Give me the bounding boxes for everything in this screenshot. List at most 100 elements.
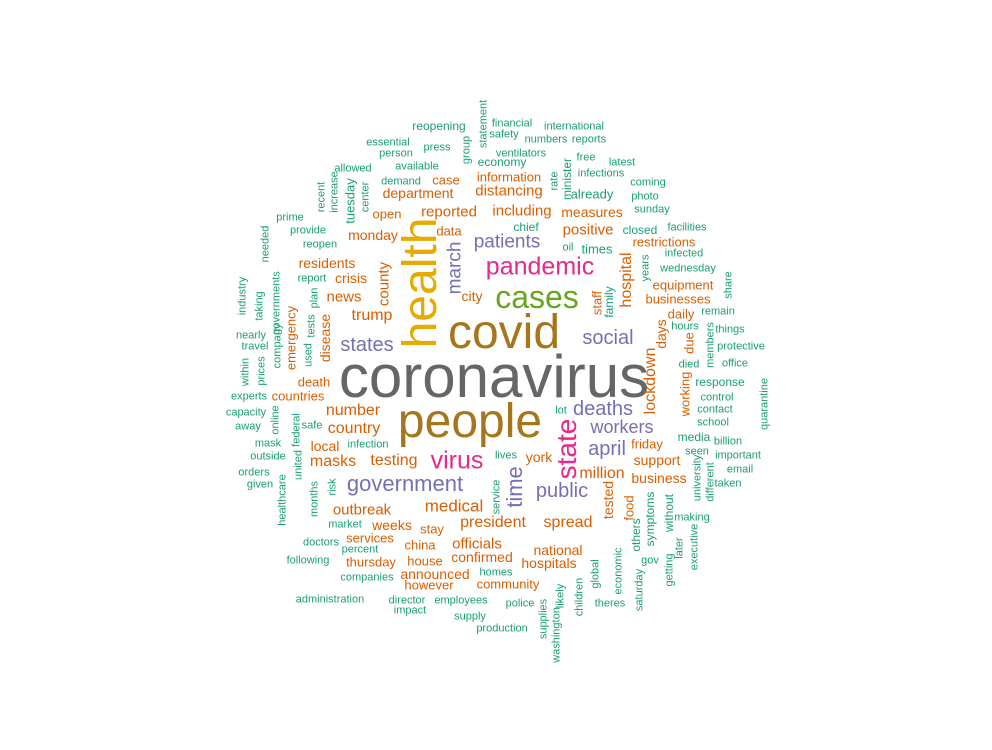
word: control <box>700 391 734 404</box>
word: report <box>297 272 327 285</box>
word: united <box>292 450 305 480</box>
word: essential <box>366 136 410 149</box>
word: covid <box>447 306 561 359</box>
word: services <box>346 530 394 546</box>
word: capacity <box>225 406 267 419</box>
word: restrictions <box>632 234 696 250</box>
word: supplies <box>537 598 550 640</box>
word: york <box>525 449 553 465</box>
word: doctors <box>302 536 340 549</box>
word: company <box>271 323 284 369</box>
word: officials <box>452 535 502 553</box>
word: friday <box>631 436 663 452</box>
word: department <box>382 185 454 201</box>
word: tests <box>305 314 318 338</box>
word: daily <box>667 306 695 322</box>
word: market <box>328 518 362 531</box>
word: news <box>326 288 362 306</box>
word: federal <box>290 413 303 447</box>
word: production <box>476 622 528 635</box>
word: risk <box>326 478 339 496</box>
word: announced <box>400 566 470 582</box>
word: theres <box>594 597 626 610</box>
word: homes <box>479 566 513 579</box>
word: police <box>505 597 535 610</box>
word: lockdown <box>642 347 659 415</box>
word: nearly <box>236 329 266 342</box>
word: taking <box>253 291 266 321</box>
word: recent <box>315 181 328 213</box>
word: cases <box>495 279 579 315</box>
word: experts <box>230 390 268 403</box>
word: photo <box>631 190 659 203</box>
word: prime <box>276 211 304 224</box>
word: deaths <box>572 398 634 420</box>
word: plan <box>308 287 321 309</box>
word: ventilators <box>495 147 547 160</box>
word: quarantine <box>758 378 771 430</box>
word: mask <box>254 437 282 450</box>
word: minister <box>560 157 574 201</box>
word: president <box>460 514 526 531</box>
word: due <box>681 332 697 354</box>
word: supply <box>454 610 486 623</box>
word: reported <box>421 203 477 221</box>
word: medical <box>424 496 484 516</box>
word: city <box>461 288 483 304</box>
word: financial <box>491 117 533 130</box>
word: provide <box>289 224 327 237</box>
word: state <box>551 418 582 480</box>
word: million <box>579 465 625 482</box>
word: service <box>490 479 503 515</box>
word: travel <box>241 340 269 353</box>
word: april <box>588 438 626 460</box>
word: weeks <box>372 517 412 533</box>
word: business <box>631 470 687 486</box>
word: died <box>678 358 700 371</box>
word: monday <box>348 227 398 243</box>
word: information <box>476 169 542 185</box>
word: support <box>633 452 681 468</box>
word: sunday <box>634 203 670 216</box>
word: given <box>246 478 274 491</box>
word: testing <box>370 452 418 469</box>
word: years <box>639 254 652 282</box>
word: taken <box>714 477 742 490</box>
word: global <box>589 559 602 589</box>
word: lives <box>494 449 518 462</box>
word: residents <box>298 255 356 271</box>
word: later <box>673 537 686 559</box>
word: reports <box>571 133 607 146</box>
word: school <box>697 416 729 429</box>
word: including <box>492 202 552 220</box>
word: spread <box>543 514 593 531</box>
word: gov <box>641 554 659 567</box>
word: administration <box>295 593 365 606</box>
word: statement <box>477 99 490 149</box>
word: distancing <box>475 182 543 200</box>
word: social <box>582 327 634 349</box>
word: public <box>535 480 589 502</box>
word: things <box>715 323 745 336</box>
word: rate <box>548 171 561 191</box>
word: workers <box>590 417 654 437</box>
word: states <box>340 334 394 356</box>
word: however <box>404 577 454 593</box>
word: healthcare <box>276 474 289 526</box>
word: hospital <box>618 252 635 308</box>
word: media <box>677 430 711 444</box>
word: safe <box>301 419 323 432</box>
word: email <box>726 463 754 476</box>
word: likely <box>554 583 567 609</box>
word: share <box>722 271 735 299</box>
word: saturday <box>633 568 646 612</box>
word: important <box>715 449 761 462</box>
word: people <box>397 395 543 448</box>
word: masks <box>309 453 357 470</box>
word: local <box>310 438 340 454</box>
word: government <box>346 471 464 496</box>
word: remain <box>701 305 735 318</box>
word: seen <box>685 445 709 458</box>
word: tuesday <box>342 178 358 224</box>
word: tested <box>600 480 616 520</box>
